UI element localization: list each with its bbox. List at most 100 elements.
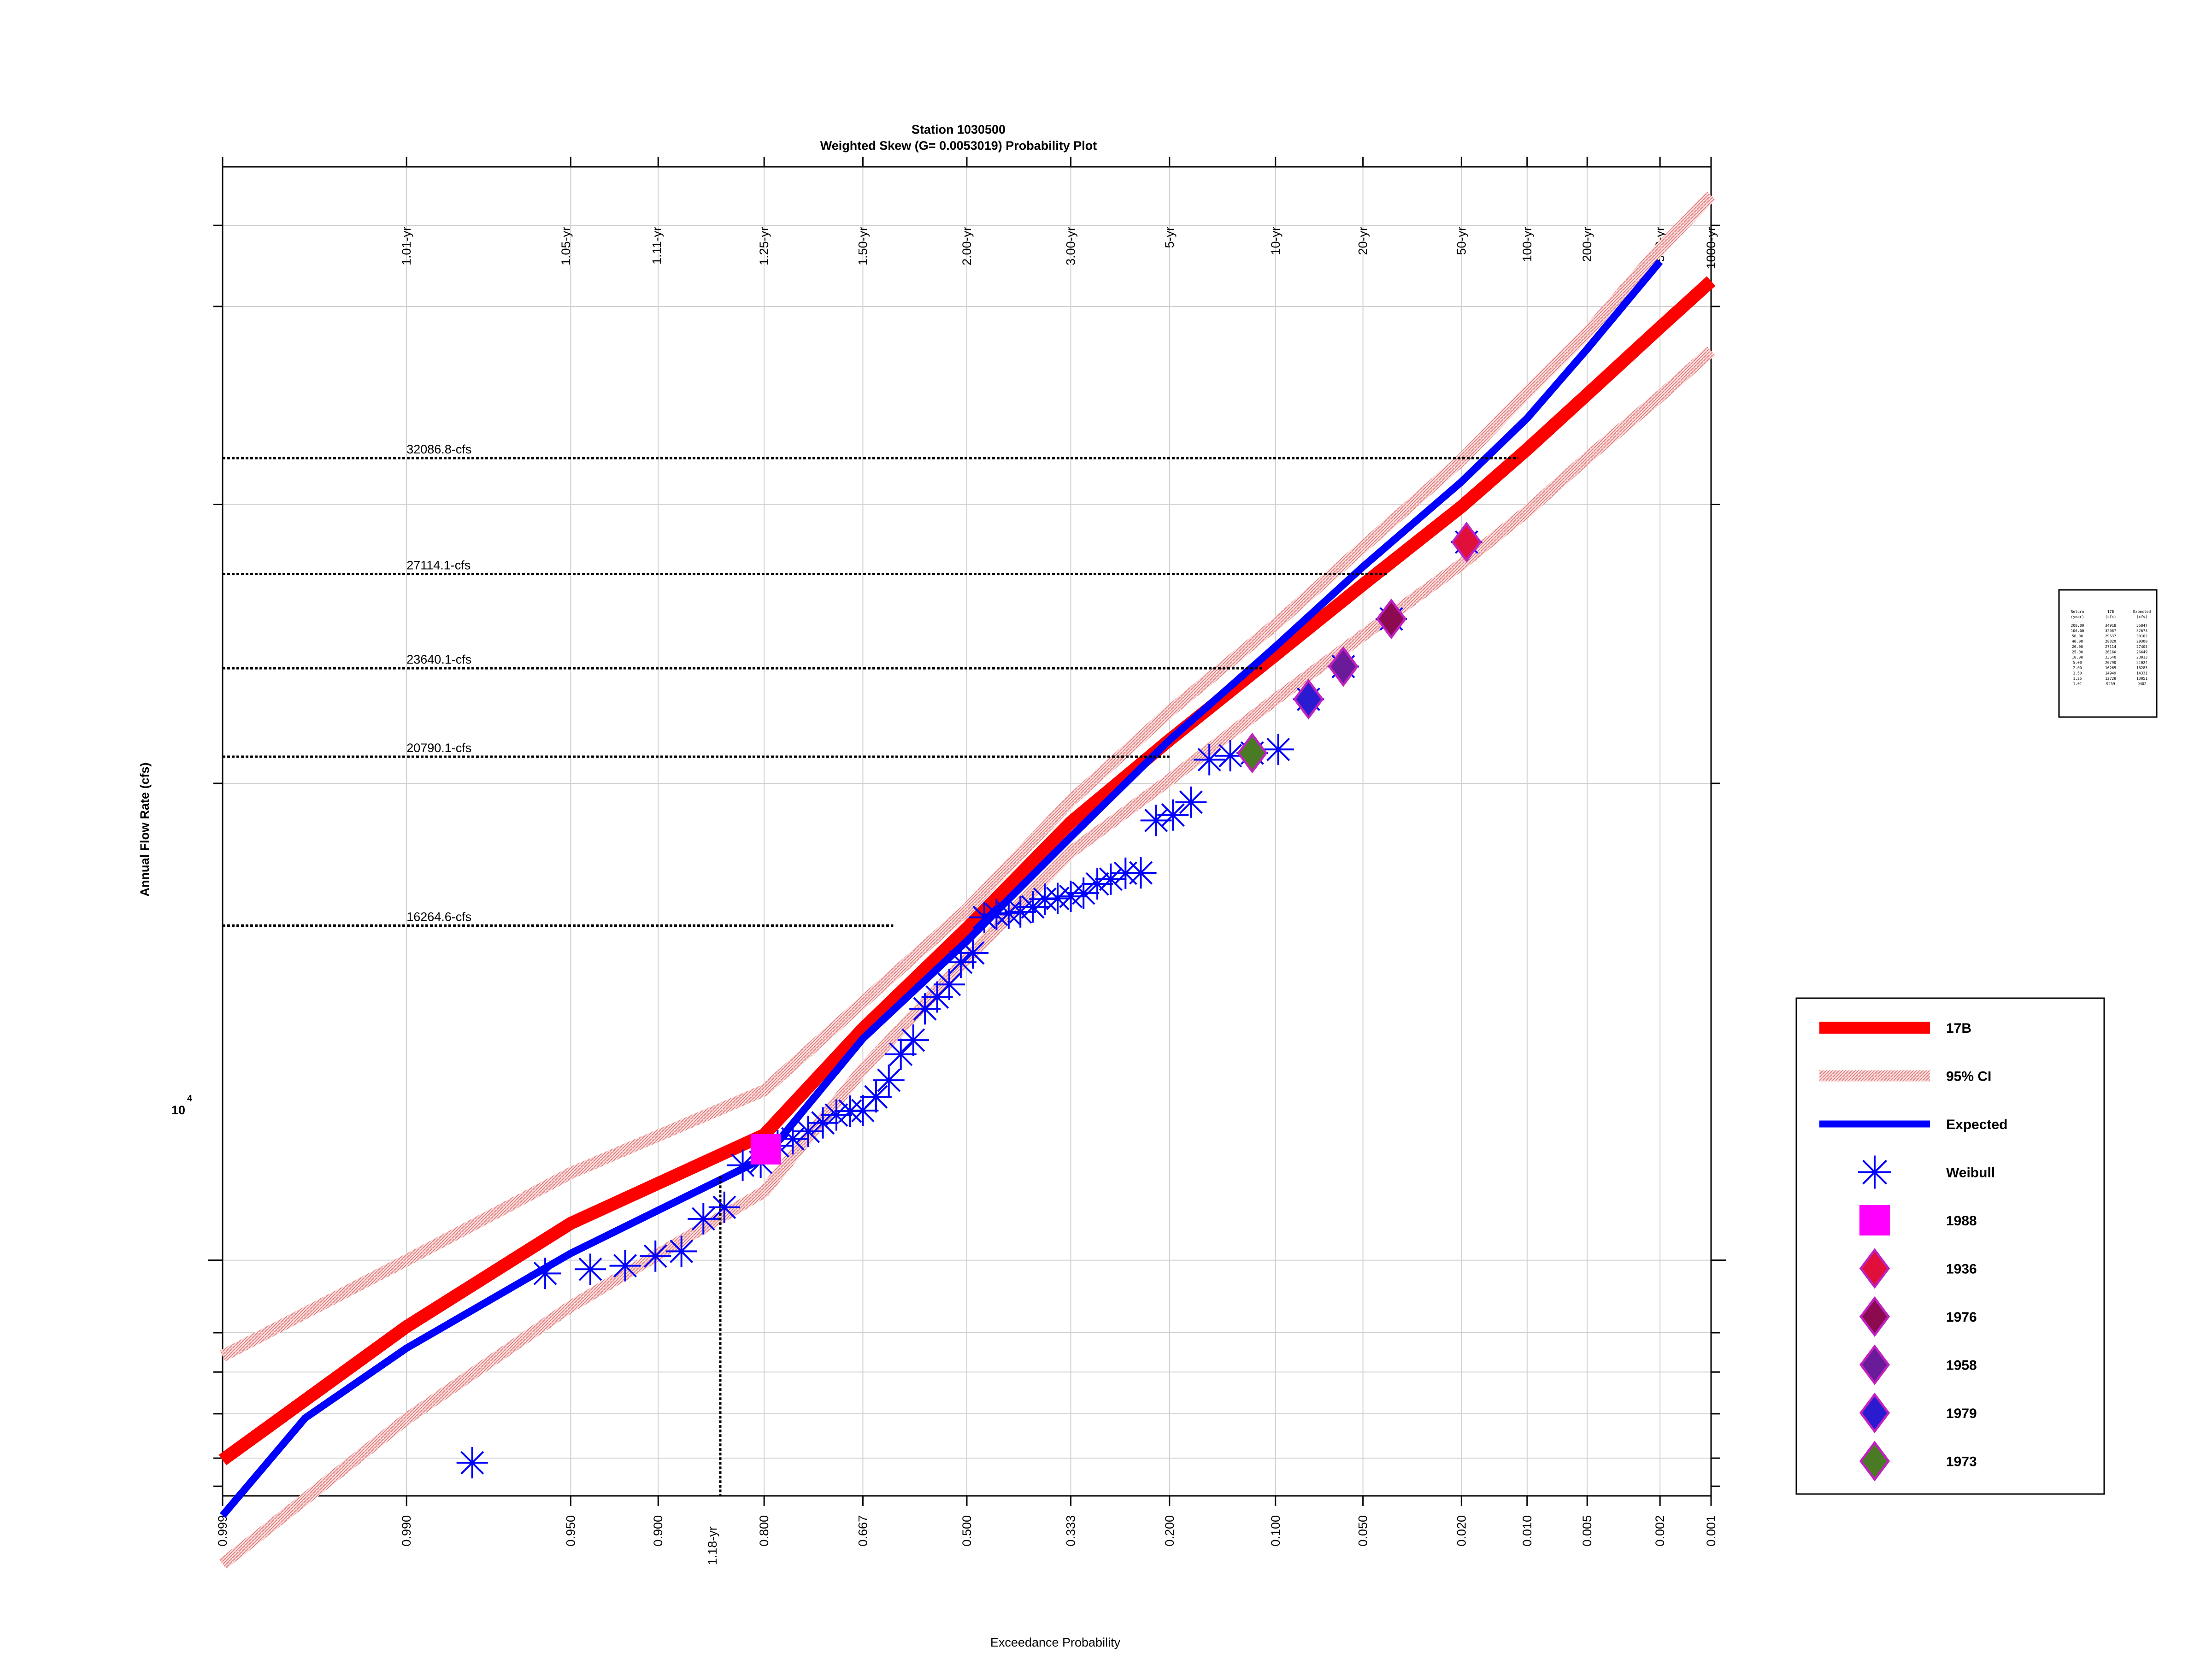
summary-cell: 21024 bbox=[2136, 661, 2147, 665]
return-period-label: 5-yr bbox=[1163, 227, 1177, 248]
summary-cell: 16265 bbox=[2105, 666, 2116, 670]
x-tick-label: 0.001 bbox=[1704, 1515, 1718, 1547]
return-period-label: 200-yr bbox=[1580, 227, 1594, 262]
summary-cell: 28829 bbox=[2105, 640, 2116, 644]
weibull-point bbox=[1125, 857, 1157, 889]
x-tick-label: 0.005 bbox=[1580, 1515, 1594, 1547]
summary-cell: 9402 bbox=[2137, 682, 2146, 686]
summary-cell: 14949 bbox=[2105, 671, 2116, 676]
x-axis-label: Exceedance Probability bbox=[990, 1635, 1121, 1649]
marker-1988 bbox=[750, 1134, 781, 1165]
return-period-label: 20-yr bbox=[1356, 227, 1370, 255]
summary-cell: 25.00 bbox=[2072, 650, 2083, 654]
weibull-point bbox=[792, 1116, 824, 1147]
star-stroke bbox=[1129, 861, 1153, 885]
summary-cell: 23913 bbox=[2136, 655, 2147, 659]
weibull-point bbox=[1140, 805, 1172, 836]
legend-label: 1976 bbox=[1946, 1310, 1977, 1325]
star-stroke bbox=[691, 1207, 715, 1231]
weibull-point bbox=[575, 1253, 606, 1285]
reference-line-label: 32086.8-cfs bbox=[406, 442, 471, 456]
reference-lines: 32086.8-cfs 27114.1-cfs 23640.1-cfs 20790.1… bbox=[223, 442, 1518, 1565]
weibull-point bbox=[860, 1081, 892, 1113]
y-axis-label: Annual Flow Rate (cfs) bbox=[138, 762, 152, 896]
marker-1936 bbox=[1451, 522, 1482, 563]
legend-label: 1979 bbox=[1946, 1406, 1977, 1421]
summary-cell: 30102 bbox=[2136, 634, 2147, 638]
summary-table: Return(year)17B(cfs)Expected(cfs)200.00 3… bbox=[2058, 589, 2158, 718]
star-stroke bbox=[984, 902, 1008, 926]
x-tick-label: 0.999 bbox=[216, 1515, 229, 1547]
weibull-point bbox=[708, 1191, 740, 1223]
return-period-label: 2.00-yr bbox=[960, 227, 974, 265]
star-stroke bbox=[460, 1451, 484, 1475]
x-tick-label: 0.200 bbox=[1163, 1515, 1177, 1547]
summary-cell: 5.00 bbox=[2073, 661, 2082, 665]
legend-label: Expected bbox=[1946, 1117, 2007, 1132]
star-stroke bbox=[670, 1239, 694, 1263]
star-stroke bbox=[1008, 900, 1032, 924]
summary-cell: 12729 bbox=[2105, 677, 2116, 681]
summary-cell: 32673 bbox=[2136, 629, 2147, 633]
x-tick-label: 0.002 bbox=[1653, 1515, 1667, 1547]
star-stroke bbox=[1862, 1159, 1887, 1185]
star-stroke bbox=[901, 1028, 925, 1052]
weibull-point bbox=[1175, 786, 1207, 818]
legend-label: 1973 bbox=[1946, 1454, 1977, 1470]
x-tick-label: 0.500 bbox=[960, 1515, 974, 1547]
summary-cell: 23640 bbox=[2105, 655, 2116, 659]
star-stroke bbox=[643, 1244, 667, 1268]
x-tick-label: 0.010 bbox=[1520, 1515, 1534, 1547]
summary-header: Expected bbox=[2133, 610, 2151, 614]
star-stroke bbox=[1218, 744, 1242, 768]
weibull-point bbox=[529, 1258, 561, 1289]
x-tick-label: 0.100 bbox=[1269, 1515, 1282, 1547]
summary-cell: 20790 bbox=[2105, 661, 2116, 665]
return-period-label: 50-yr bbox=[1454, 227, 1468, 255]
legend-label: 1936 bbox=[1946, 1262, 1977, 1277]
weibull-point bbox=[665, 1235, 697, 1267]
x-tick-label: 0.900 bbox=[651, 1515, 665, 1547]
reference-line-label: 16264.6-cfs bbox=[406, 910, 471, 924]
marker-1979 bbox=[1293, 679, 1324, 720]
ci-lower-line bbox=[218, 346, 1715, 1569]
weibull-point bbox=[1262, 734, 1294, 765]
weibull-point bbox=[1194, 744, 1225, 776]
chart-title: Station 1030500 bbox=[912, 123, 1006, 136]
weibull-point bbox=[640, 1240, 671, 1272]
legend-swatch bbox=[1859, 1205, 1890, 1235]
weibull-point bbox=[957, 937, 989, 969]
summary-cell: 9259 bbox=[2106, 682, 2115, 686]
summary-cell: 26160 bbox=[2105, 650, 2116, 654]
marker-1973 bbox=[1237, 732, 1268, 774]
summary-cell: 100.00 bbox=[2071, 629, 2084, 633]
star-stroke bbox=[533, 1261, 557, 1285]
summary-cell: 27114 bbox=[2105, 645, 2116, 649]
x-axis-ticks: 0.999 0.990 0.950 0.900 0.800 0.667 0.500 0.333… bbox=[216, 157, 1718, 1547]
weibull-point bbox=[897, 1024, 929, 1056]
weibull-point bbox=[1005, 896, 1036, 928]
x-tick-label: 0.950 bbox=[564, 1515, 577, 1547]
vertical-reference-label: 1.18-yr bbox=[706, 1526, 719, 1565]
star-stroke bbox=[1266, 737, 1290, 761]
summary-header-unit: (cfs) bbox=[2105, 615, 2116, 619]
star-stroke bbox=[1161, 803, 1185, 827]
star-stroke bbox=[712, 1195, 736, 1219]
weibull-point bbox=[456, 1447, 488, 1479]
legend-swatch bbox=[1859, 1296, 1890, 1337]
x-tick-label: 0.333 bbox=[1064, 1515, 1078, 1547]
legend-swatch bbox=[1859, 1392, 1890, 1434]
legend-label: Weibull bbox=[1946, 1165, 1995, 1181]
star-stroke bbox=[731, 1153, 755, 1177]
chart-subtitle: Weighted Skew (G= 0.0053019) Probability… bbox=[820, 139, 1097, 153]
summary-cell: 32087 bbox=[2105, 629, 2116, 633]
reference-line-label: 20790.1-cfs bbox=[406, 741, 471, 755]
summary-cell: 29637 bbox=[2105, 634, 2116, 638]
return-period-label: 1.01-yr bbox=[400, 227, 413, 265]
legend-swatch bbox=[1859, 1248, 1890, 1289]
summary-cell: 26649 bbox=[2136, 650, 2147, 654]
weibull-point bbox=[885, 1038, 917, 1070]
return-period-label: 3.00-yr bbox=[1064, 227, 1078, 265]
line-expected bbox=[219, 259, 1663, 1518]
